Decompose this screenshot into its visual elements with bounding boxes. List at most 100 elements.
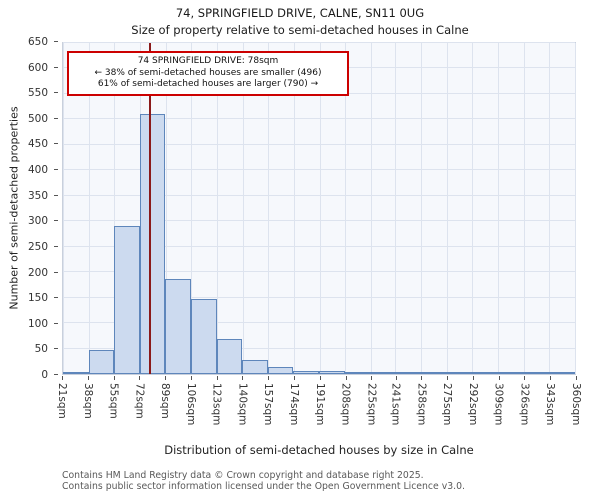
x-tick-mark [345,376,347,380]
histogram-bar [447,372,473,374]
v-gridline [242,43,244,374]
y-tick-label: 350 [27,189,48,202]
y-axis-ticks: 0 50 100 150 200 250 300 350 400 450 500 550 600 650 [0,36,58,381]
v-gridline [191,43,193,374]
x-tick-mark [371,376,373,380]
annotation-smaller-line: ← 38% of semi-detached houses are smalle… [94,67,322,78]
x-tick-mark [472,376,474,380]
y-tick-mark [54,374,58,375]
v-gridline [472,43,474,374]
y-tick-mark [54,66,58,68]
y-tick-mark [54,143,58,145]
v-gridline [217,43,219,374]
annotation-larger-line: 61% of semi-detached houses are larger (… [97,79,319,89]
h-gridline [63,296,575,298]
v-gridline [420,43,422,374]
v-gridline [319,43,321,374]
y-tick-label: 500 [27,112,48,125]
v-gridline [114,43,116,374]
x-tick-label: 89sqm [159,383,172,419]
h-gridline [63,169,575,171]
histogram-bar [421,372,447,374]
x-tick-mark [524,376,526,380]
annotation-property-line: 74 SPRINGFIELD DRIVE: 78sqm [137,56,279,66]
x-tick-mark [113,376,115,380]
v-gridline [549,43,551,374]
y-tick-label: 600 [27,61,48,74]
h-gridline [63,245,575,247]
x-tick-mark [395,376,397,380]
y-tick-label: 250 [27,240,48,253]
x-tick-mark [319,376,321,380]
histogram-bar [293,370,319,374]
y-tick-label: 50 [34,343,48,356]
histogram-bar [63,371,89,374]
y-tick-label: 0 [41,369,48,381]
y-tick-mark [54,322,58,324]
footer-copyright-line: Contains HM Land Registry data © Crown c… [62,470,424,481]
x-tick-label: 174sqm [287,383,300,426]
x-tick-label: 38sqm [81,383,94,419]
x-tick-mark [87,376,89,380]
x-tick-label: 241sqm [389,383,402,426]
x-tick-label: 225sqm [365,383,378,426]
x-tick-label: 326sqm [518,383,531,426]
x-tick-mark [190,376,192,380]
v-gridline [63,43,64,374]
annotation-box: 74 SPRINGFIELD DRIVE: 78sqm ← 38% of sem… [67,51,349,96]
histogram-bar [498,372,524,374]
x-tick-label: 21sqm [56,383,68,419]
h-gridline [63,347,575,349]
histogram-bar [395,371,422,374]
x-tick-label: 191sqm [313,383,326,426]
h-gridline [63,143,575,145]
histogram-bar [139,114,166,374]
x-tick-label: 72sqm [133,383,146,419]
x-axis-ticks: 21sqm 38sqm 55sqm 72sqm 89sqm 106sqm 123sqm 140… [56,376,582,440]
x-tick-mark [268,376,270,380]
chart-title: 74, SPRINGFIELD DRIVE, CALNE, SN11 0UG [175,6,425,20]
x-tick-label: 309sqm [492,383,505,426]
x-tick-mark [447,376,449,380]
h-gridline [63,118,575,120]
y-tick-mark [54,169,58,171]
x-tick-mark [216,376,218,380]
x-tick-label: 343sqm [544,383,557,426]
y-tick-mark [54,117,58,119]
y-tick-label: 300 [27,215,48,228]
x-tick-mark [498,376,500,380]
x-tick-label: 140sqm [236,383,249,426]
v-gridline [294,43,296,374]
x-tick-label: 275sqm [441,383,454,426]
y-tick-label: 450 [27,138,48,151]
histogram-bar [165,279,191,374]
y-tick-mark [54,41,58,42]
x-axis-label: Distribution of semi-detached houses by … [164,443,474,457]
histogram-bar [242,360,268,374]
h-gridline [63,322,575,324]
y-tick-mark [54,348,58,350]
histogram-bar [88,349,115,374]
y-tick-label: 100 [27,317,48,330]
histogram-bar [216,339,243,374]
histogram-bar [549,372,575,374]
v-gridline [371,43,373,374]
chart-subtitle: Size of property relative to semi-detach… [131,23,469,37]
x-tick-mark [576,376,577,380]
y-tick-label: 400 [27,164,48,177]
h-gridline [63,194,575,196]
histogram-bar [191,298,217,374]
y-tick-mark [54,245,58,247]
histogram-bar [370,372,396,374]
y-tick-label: 200 [27,266,48,279]
footer-licence-line: Contains public sector information licen… [62,481,465,492]
histogram-bar [344,371,371,374]
v-gridline [497,43,499,374]
x-tick-label: 157sqm [262,383,275,426]
v-gridline [165,43,167,374]
x-tick-label: 123sqm [210,383,223,426]
y-tick-mark [54,297,58,299]
x-tick-mark [550,376,552,380]
x-tick-mark [165,376,167,380]
